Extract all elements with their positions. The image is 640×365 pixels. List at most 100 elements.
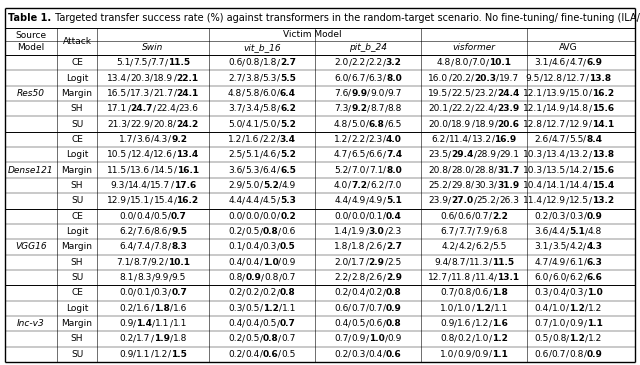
Text: 1.0: 1.0 xyxy=(552,304,566,313)
Text: 1.4: 1.4 xyxy=(136,319,152,328)
Text: 0.3: 0.3 xyxy=(569,212,584,221)
Text: 15.7: 15.7 xyxy=(150,181,171,190)
Text: 1.2: 1.2 xyxy=(263,304,278,313)
Text: /: / xyxy=(549,334,552,343)
Text: /: / xyxy=(148,58,150,67)
Text: /: / xyxy=(491,304,493,313)
Text: /: / xyxy=(566,258,569,267)
Text: 0.9: 0.9 xyxy=(388,334,402,343)
Text: /: / xyxy=(566,58,569,67)
Text: /: / xyxy=(563,73,566,82)
Text: 4.3: 4.3 xyxy=(154,135,168,144)
Text: /: / xyxy=(260,196,262,205)
Text: 1.8: 1.8 xyxy=(262,58,277,67)
Text: /: / xyxy=(566,304,569,313)
Text: 12.8: 12.8 xyxy=(523,120,543,128)
Text: 1.6: 1.6 xyxy=(173,304,187,313)
Text: 0.3: 0.3 xyxy=(263,242,277,251)
Text: /: / xyxy=(243,196,245,205)
Text: 2.7: 2.7 xyxy=(228,73,243,82)
Text: /: / xyxy=(133,288,136,297)
Text: 13.4: 13.4 xyxy=(546,150,566,159)
Text: 13.1: 13.1 xyxy=(497,273,520,282)
Text: /: / xyxy=(168,350,171,359)
Text: /: / xyxy=(348,104,351,113)
Text: 0.0: 0.0 xyxy=(119,288,133,297)
Text: 12.9: 12.9 xyxy=(546,196,566,205)
Text: Logit: Logit xyxy=(66,227,88,236)
Text: 14.4: 14.4 xyxy=(127,181,147,190)
Text: 0.8: 0.8 xyxy=(264,273,278,282)
Text: 0.0: 0.0 xyxy=(334,212,348,221)
Text: 0.7: 0.7 xyxy=(369,304,383,313)
Text: 19.5: 19.5 xyxy=(428,89,449,98)
Text: 1.6: 1.6 xyxy=(136,304,150,313)
Text: 4.9: 4.9 xyxy=(369,196,383,205)
Text: 22.1: 22.1 xyxy=(177,73,198,82)
Text: 10.3: 10.3 xyxy=(523,150,543,159)
Text: 8.0: 8.0 xyxy=(454,58,468,67)
Text: 4.9: 4.9 xyxy=(552,258,566,267)
Text: /: / xyxy=(365,273,369,282)
Text: /: / xyxy=(243,150,245,159)
Text: 0.6: 0.6 xyxy=(334,304,348,313)
Text: /: / xyxy=(127,150,131,159)
Text: /: / xyxy=(260,73,262,82)
Text: /: / xyxy=(385,181,388,190)
Text: pit_b_24: pit_b_24 xyxy=(349,43,387,53)
Text: /: / xyxy=(366,73,369,82)
Text: /: / xyxy=(585,304,588,313)
Text: 0.8: 0.8 xyxy=(245,58,260,67)
Text: 24.2: 24.2 xyxy=(176,120,198,128)
Text: /: / xyxy=(466,258,468,267)
Text: /: / xyxy=(448,258,451,267)
Text: /: / xyxy=(585,227,588,236)
Text: /: / xyxy=(472,334,475,343)
Text: 0.3: 0.3 xyxy=(534,288,549,297)
Text: 0.6: 0.6 xyxy=(282,227,296,236)
Text: /: / xyxy=(566,181,569,190)
Text: 1.5: 1.5 xyxy=(171,350,187,359)
Text: /: / xyxy=(260,258,262,267)
Text: 0.6: 0.6 xyxy=(369,319,383,328)
Text: 9.0: 9.0 xyxy=(371,89,385,98)
Text: 6.5: 6.5 xyxy=(351,150,365,159)
Text: /: / xyxy=(472,104,474,113)
Text: 4.7: 4.7 xyxy=(569,58,584,67)
Text: 0.8: 0.8 xyxy=(569,350,584,359)
Text: 26.3: 26.3 xyxy=(499,196,520,205)
Text: 7.7: 7.7 xyxy=(458,227,472,236)
Text: Margin: Margin xyxy=(61,166,93,174)
Text: 0.4: 0.4 xyxy=(552,288,566,297)
Text: /: / xyxy=(495,120,498,128)
Text: 4.4: 4.4 xyxy=(245,196,260,205)
Text: /: / xyxy=(127,166,131,174)
Text: 0.5: 0.5 xyxy=(262,319,277,328)
Text: 3.0: 3.0 xyxy=(369,227,385,236)
Text: /: / xyxy=(365,304,369,313)
Text: /: / xyxy=(153,104,156,113)
Text: 21.7: 21.7 xyxy=(154,89,173,98)
Text: 4.8: 4.8 xyxy=(588,227,602,236)
Text: /: / xyxy=(365,150,369,159)
Text: Logit: Logit xyxy=(66,73,88,82)
Text: 1.8: 1.8 xyxy=(173,334,187,343)
Text: 1.0: 1.0 xyxy=(440,304,454,313)
Text: /: / xyxy=(489,350,492,359)
Text: /: / xyxy=(277,73,280,82)
Text: 8.7: 8.7 xyxy=(451,258,466,267)
Text: /: / xyxy=(584,258,586,267)
Text: /: / xyxy=(490,227,493,236)
Text: CE: CE xyxy=(71,58,83,67)
Text: 10.1: 10.1 xyxy=(168,258,190,267)
Text: /: / xyxy=(566,150,569,159)
Text: 22.9: 22.9 xyxy=(131,120,150,128)
Text: 13.4: 13.4 xyxy=(177,150,198,159)
Text: /: / xyxy=(383,166,386,174)
Text: 7.1: 7.1 xyxy=(369,166,383,174)
Text: /: / xyxy=(584,273,587,282)
Text: /: / xyxy=(566,288,569,297)
Text: 6.0: 6.0 xyxy=(552,273,566,282)
Text: /: / xyxy=(472,319,475,328)
Text: 0.2: 0.2 xyxy=(334,350,348,359)
